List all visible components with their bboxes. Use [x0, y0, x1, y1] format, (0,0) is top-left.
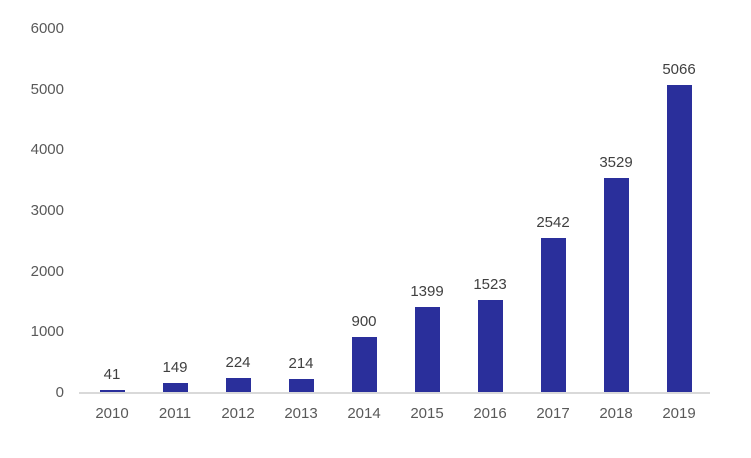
x-tick-label: 2014: [347, 405, 381, 422]
x-tick-label: 2019: [662, 405, 696, 422]
bar-value-label: 214: [288, 355, 314, 372]
bar-value-label: 3529: [599, 154, 633, 171]
y-tick-label: 5000: [30, 80, 64, 98]
bar-2012: [225, 378, 251, 392]
y-tick-label: 2000: [30, 262, 64, 280]
bar-2015: [414, 307, 440, 392]
x-tick-label: 2013: [284, 405, 318, 422]
x-tick-label: 2018: [599, 405, 633, 422]
bar-2019: [666, 85, 692, 392]
bar-2018: [603, 178, 629, 392]
y-tick-label: 6000: [30, 20, 64, 37]
bar-2016: [477, 300, 503, 392]
bar-value-label: 41: [103, 366, 121, 383]
bar-value-label: 5066: [662, 61, 696, 78]
bar-value-label: 224: [225, 354, 251, 371]
y-tick-label: 3000: [30, 202, 64, 219]
bar-2010: [99, 390, 125, 392]
bar-2017: [540, 238, 566, 392]
bar-2014: [351, 337, 377, 392]
y-tick-label: 0: [55, 384, 64, 401]
bar-value-label: 900: [351, 313, 377, 330]
bar-value-label: 1399: [410, 283, 444, 300]
y-tick-label: 4000: [30, 141, 64, 159]
x-tick-label: 2011: [158, 405, 192, 422]
x-tick-label: 2012: [221, 405, 255, 422]
x-tick-label: 2010: [95, 405, 129, 422]
x-tick-label: 2017: [536, 405, 570, 422]
bar-value-label: 149: [162, 359, 188, 376]
y-tick-label: 1000: [30, 323, 64, 341]
x-axis-line: [79, 392, 710, 394]
x-tick-label: 2015: [410, 405, 444, 422]
bar-value-label: 2542: [536, 214, 570, 231]
x-tick-label: 2016: [473, 405, 507, 422]
bar-2013: [288, 379, 314, 392]
bar-value-label: 1523: [473, 276, 507, 293]
bar-2011: [162, 383, 188, 392]
